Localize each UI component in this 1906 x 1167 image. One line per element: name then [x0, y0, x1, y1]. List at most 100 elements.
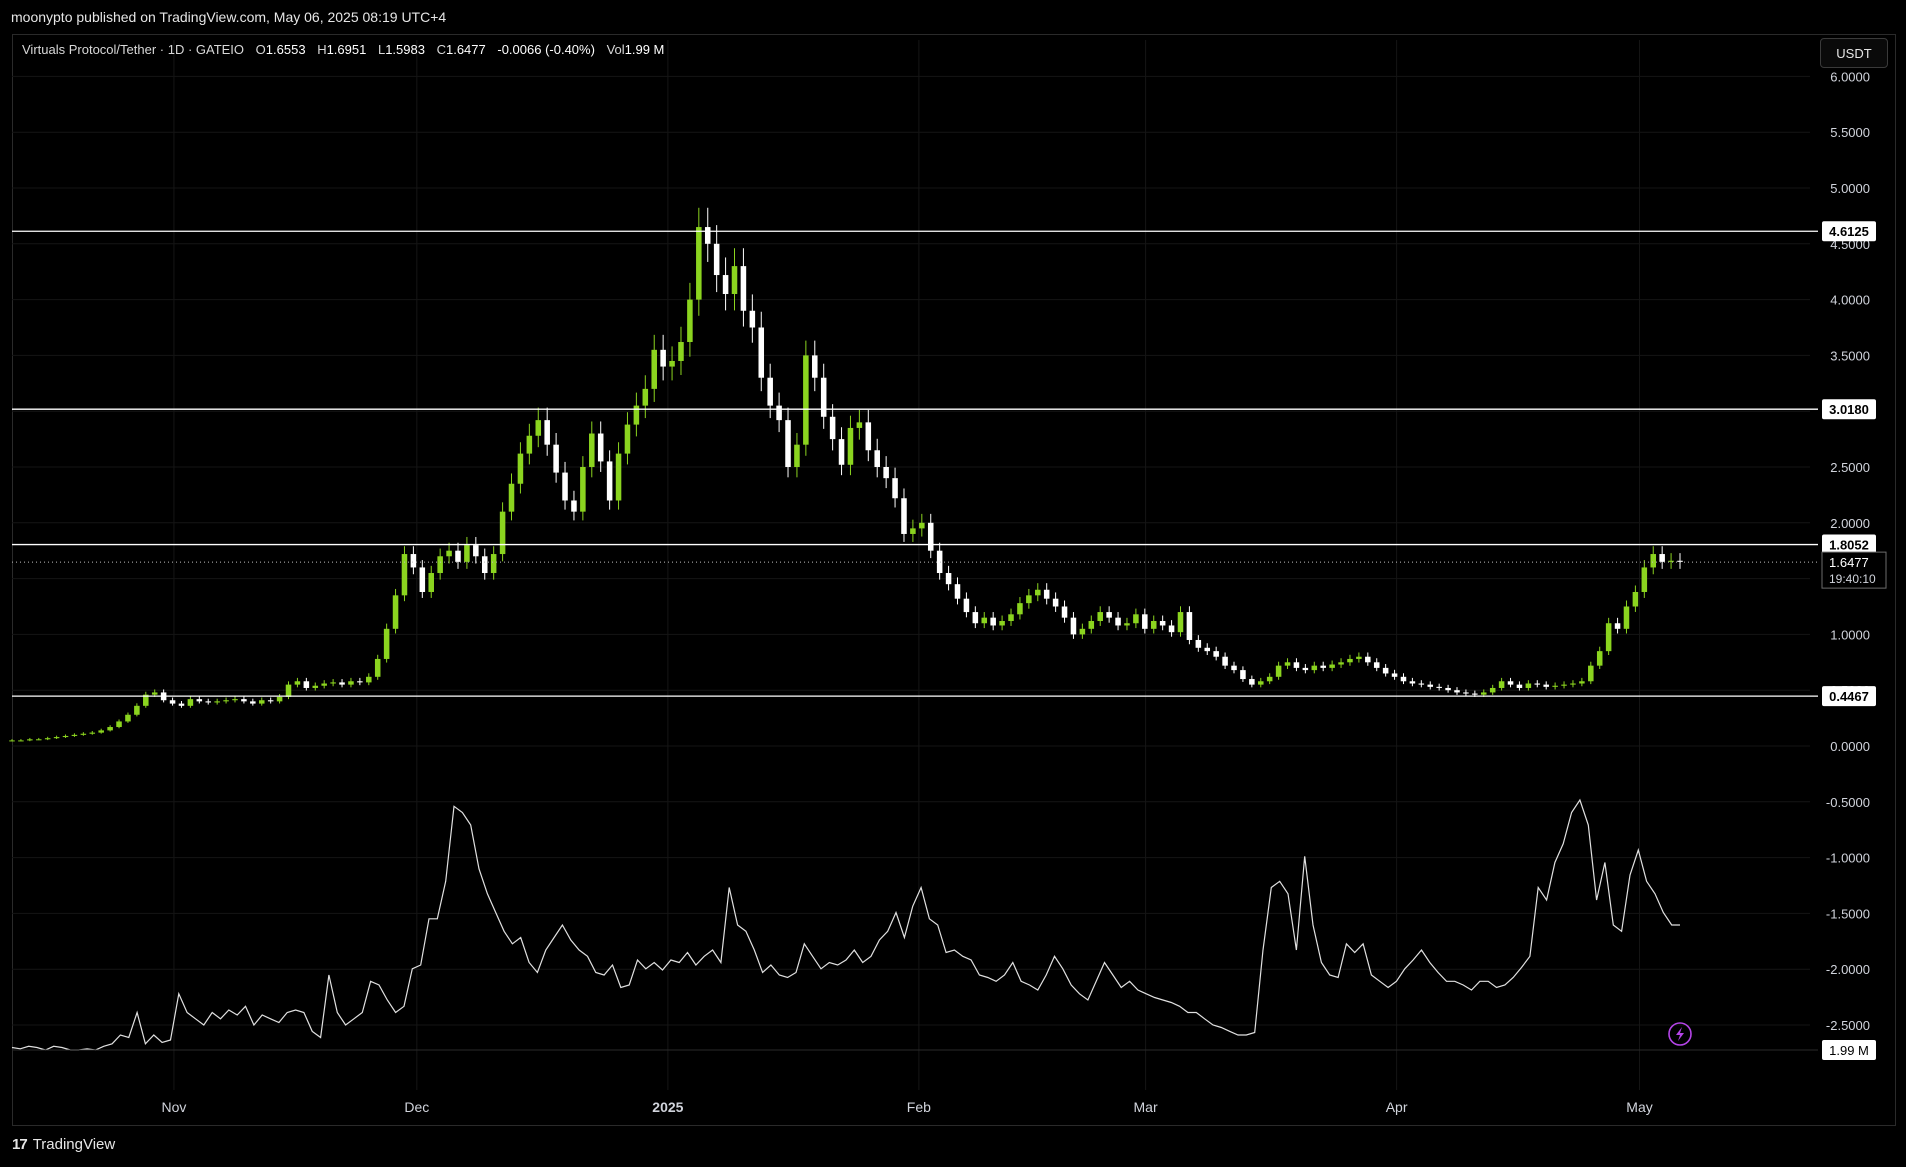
candle-body: [419, 567, 426, 592]
candle-body: [1159, 621, 1166, 626]
candle-body: [1525, 683, 1532, 688]
x-tick-label: Dec: [404, 1099, 429, 1115]
candle-body: [1561, 684, 1567, 686]
candle-body: [27, 739, 33, 741]
candle-body: [374, 658, 381, 677]
candle-body: [357, 681, 363, 683]
candle-body: [580, 467, 586, 512]
alert-bolt-icon[interactable]: [1668, 1022, 1692, 1046]
candle-body: [1008, 614, 1014, 622]
candle-body: [134, 705, 140, 715]
level-price-label: 3.0180: [1829, 402, 1869, 417]
candle-body: [642, 388, 649, 406]
currency-button[interactable]: USDT: [1820, 38, 1888, 68]
candle-body: [1284, 662, 1291, 666]
high-label: H: [317, 42, 327, 57]
candle-body: [1231, 665, 1237, 671]
candle-body: [285, 684, 292, 697]
candle-body: [1605, 623, 1612, 652]
candle-body: [1186, 612, 1193, 640]
candle-body: [490, 554, 497, 574]
level-price-label: 1.8052: [1829, 538, 1869, 553]
candle-body: [1365, 656, 1371, 663]
candle-body: [196, 699, 203, 702]
candle-body: [606, 461, 613, 501]
candle-body: [562, 472, 568, 501]
candle-body: [258, 700, 265, 704]
candle-body: [1596, 651, 1603, 666]
candle-body: [981, 617, 988, 624]
candle-body: [1614, 623, 1621, 629]
candle-body: [785, 420, 791, 467]
y-tick-label: 4.0000: [1830, 293, 1870, 308]
candle-body: [874, 450, 880, 467]
candle-body: [1588, 665, 1594, 682]
candle-body: [767, 377, 773, 406]
bar-countdown-label: 19:40:10: [1829, 572, 1876, 586]
candle-body: [508, 483, 515, 512]
candle-body: [687, 299, 693, 343]
y-tick-label: 6.0000: [1830, 69, 1870, 84]
chart-frame[interactable]: [12, 34, 1896, 1126]
candle-body: [945, 573, 952, 585]
footer-brand[interactable]: 17 TradingView: [12, 1136, 115, 1153]
candle-body: [446, 550, 452, 557]
candle-body: [401, 554, 408, 596]
candle-body: [294, 681, 301, 685]
symbol-name[interactable]: Virtuals Protocol/Tether · 1D · GATEIO: [22, 42, 245, 57]
candle-body: [1338, 662, 1344, 665]
y-tick-label: 1.0000: [1830, 627, 1870, 642]
y-tick-label: 5.5000: [1830, 125, 1870, 140]
candle-body: [1418, 683, 1425, 685]
candle-body: [383, 628, 390, 659]
candle-body: [1249, 679, 1255, 685]
candle-body: [1454, 690, 1460, 693]
candle-body: [803, 355, 809, 445]
y-tick-label: 2.0000: [1830, 516, 1870, 531]
candle-body: [1356, 656, 1362, 659]
x-tick-label: Feb: [907, 1099, 931, 1115]
candle-body: [954, 584, 961, 599]
candle-body: [437, 556, 443, 574]
candle-body: [999, 621, 1005, 626]
candle-body: [722, 275, 729, 295]
top-bar: moonypto published on TradingView.com, M…: [0, 0, 1906, 32]
candle-body: [1391, 673, 1398, 677]
candle-body: [1641, 567, 1648, 592]
candle-body: [481, 556, 488, 574]
candle-body: [1373, 662, 1380, 668]
candle-body: [526, 435, 533, 454]
candle-body: [517, 453, 524, 484]
low-value: 1.5983: [385, 42, 425, 57]
candle-body: [1320, 665, 1326, 668]
candle-body: [1311, 665, 1318, 671]
candle-body: [633, 405, 640, 425]
candle-body: [1302, 667, 1309, 671]
candle-body: [919, 522, 925, 529]
candle-body: [267, 700, 274, 702]
candle-body: [473, 545, 479, 557]
high-value: 1.6951: [326, 42, 367, 57]
candle-body: [1472, 693, 1478, 695]
level-price-label: 0.4467: [1829, 689, 1869, 704]
candle-body: [1213, 651, 1219, 657]
candle-body: [464, 545, 470, 562]
volume-line: [11, 798, 1680, 1051]
candle-body: [910, 528, 916, 534]
candle-body: [348, 681, 354, 685]
candle-body: [1677, 560, 1683, 562]
candle-body: [1052, 598, 1059, 607]
candle-body: [250, 701, 256, 704]
low-label: L: [377, 42, 386, 57]
candle-body: [696, 227, 702, 300]
candle-body: [1489, 687, 1496, 693]
candle-body: [9, 740, 15, 742]
candle-body: [820, 377, 827, 417]
candle-body: [892, 478, 898, 499]
candle-body: [847, 427, 854, 465]
candle-body: [553, 444, 559, 473]
candle-body: [187, 699, 194, 706]
candle-body: [98, 730, 104, 733]
candle-body: [1168, 625, 1175, 633]
